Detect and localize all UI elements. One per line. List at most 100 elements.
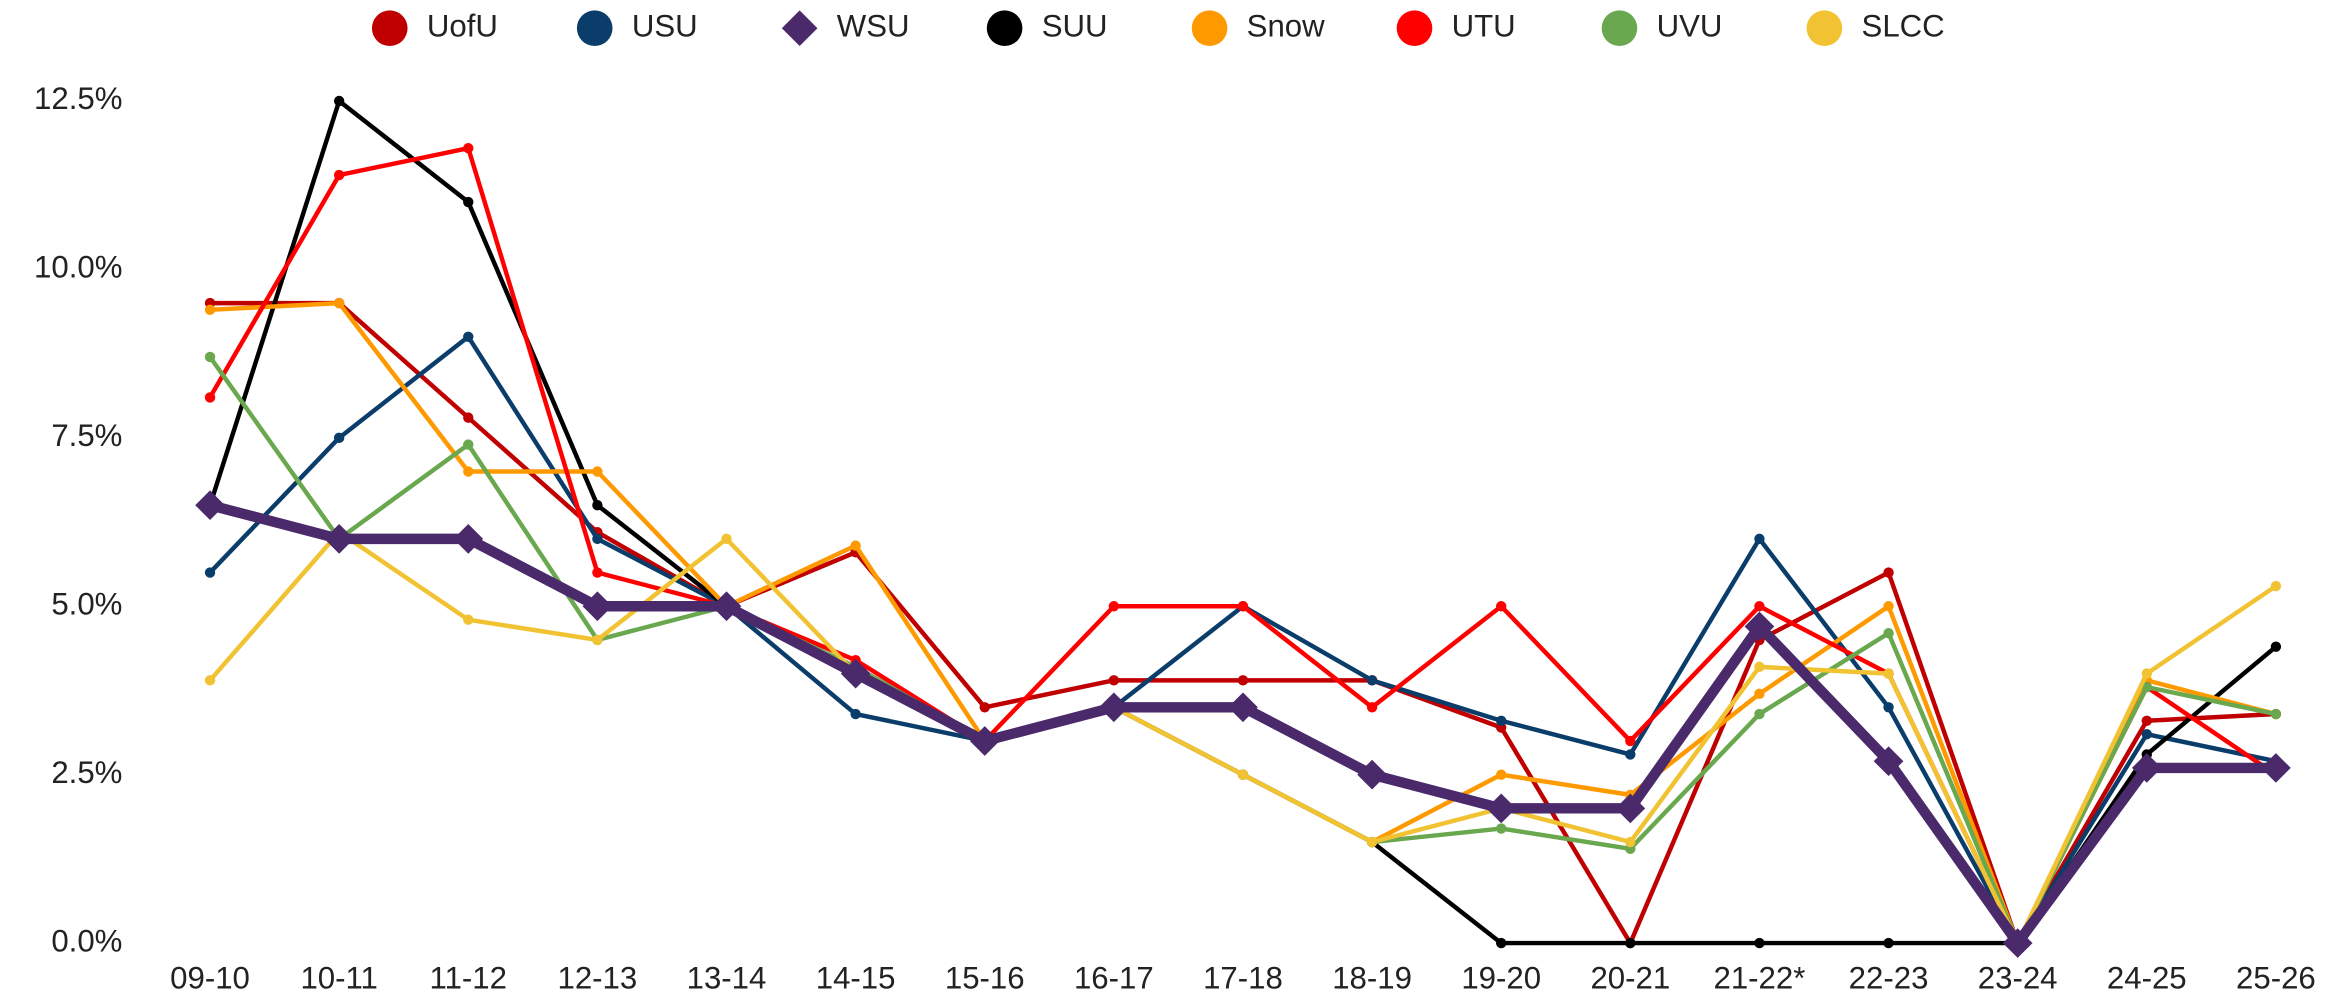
x-tick-label: 12-13 bbox=[558, 960, 638, 995]
point-marker bbox=[2141, 681, 2152, 693]
x-tick-label: 15-16 bbox=[945, 960, 1025, 995]
x-tick-label: 21-22* bbox=[1714, 960, 1806, 995]
legend-marker bbox=[1396, 10, 1433, 47]
point-marker bbox=[1754, 661, 1765, 673]
point-marker bbox=[204, 351, 216, 363]
point-marker bbox=[840, 658, 871, 689]
point-marker bbox=[1883, 937, 1894, 949]
x-tick-label: 23-24 bbox=[1978, 960, 2058, 995]
series-line bbox=[208, 334, 2277, 946]
point-marker bbox=[2261, 753, 2291, 783]
legend-marker bbox=[781, 10, 818, 47]
point-marker bbox=[592, 499, 603, 511]
legend-marker bbox=[1806, 10, 1843, 47]
point-marker bbox=[2141, 715, 2152, 726]
y-tick-label: 7.5% bbox=[51, 418, 122, 453]
plot-area bbox=[195, 95, 2291, 958]
point-marker bbox=[463, 614, 474, 625]
point-marker bbox=[1883, 702, 1894, 713]
point-marker bbox=[1625, 749, 1636, 760]
x-tick-label: 10-11 bbox=[300, 960, 377, 995]
point-marker bbox=[2131, 753, 2162, 783]
point-marker bbox=[2141, 668, 2152, 679]
legend-label: SLCC bbox=[1862, 8, 1945, 43]
point-marker bbox=[463, 331, 474, 342]
y-tick-label: 0.0% bbox=[51, 923, 122, 958]
legend-marker bbox=[1191, 10, 1228, 47]
point-marker bbox=[2002, 928, 2033, 958]
series-line bbox=[208, 529, 2278, 946]
point-marker bbox=[2270, 708, 2282, 720]
point-marker bbox=[850, 708, 861, 720]
point-marker bbox=[1366, 675, 1378, 686]
x-tick-label: 18-19 bbox=[1332, 960, 1412, 995]
point-marker bbox=[1237, 601, 1249, 612]
point-marker bbox=[592, 533, 603, 545]
point-marker bbox=[1625, 735, 1636, 747]
point-marker bbox=[1754, 708, 1765, 720]
legend-label: SUU bbox=[1042, 8, 1108, 43]
legend-marker bbox=[371, 10, 408, 47]
legend-marker bbox=[576, 10, 613, 47]
x-tick-label: 25-26 bbox=[2236, 960, 2316, 995]
x-tick-label: 11-12 bbox=[430, 960, 507, 995]
legend-marker bbox=[986, 10, 1023, 47]
point-marker bbox=[1108, 601, 1120, 612]
point-marker bbox=[2270, 580, 2282, 592]
x-tick-label: 09-10 bbox=[170, 960, 250, 995]
x-tick-label: 20-21 bbox=[1590, 960, 1670, 995]
point-marker bbox=[1873, 746, 1904, 777]
point-marker bbox=[2270, 641, 2282, 652]
series-line bbox=[208, 355, 2277, 946]
point-marker bbox=[721, 533, 732, 545]
point-marker bbox=[204, 392, 216, 403]
legend: UofU USU WSU SUU Snow UTU UVU SLCC bbox=[371, 8, 1945, 47]
point-marker bbox=[2141, 729, 2152, 740]
point-marker bbox=[1496, 937, 1507, 949]
point-marker bbox=[592, 567, 603, 578]
legend-label: UTU bbox=[1452, 8, 1516, 43]
x-tick-label: 19-20 bbox=[1461, 960, 1541, 995]
point-marker bbox=[1625, 836, 1636, 848]
legend-label: UofU bbox=[427, 8, 498, 43]
point-marker bbox=[1883, 668, 1894, 679]
point-marker bbox=[1108, 675, 1120, 686]
point-marker bbox=[1496, 601, 1507, 612]
point-marker bbox=[204, 304, 216, 316]
point-marker bbox=[1237, 675, 1249, 686]
point-marker bbox=[1496, 715, 1507, 726]
legend-label: UVU bbox=[1657, 8, 1723, 43]
x-tick-label: 14-15 bbox=[816, 960, 896, 995]
point-marker bbox=[1883, 567, 1894, 578]
point-marker bbox=[333, 169, 345, 181]
x-tick-label: 24-25 bbox=[2107, 960, 2187, 995]
point-marker bbox=[592, 634, 603, 646]
point-marker bbox=[1754, 533, 1765, 545]
point-marker bbox=[1625, 937, 1636, 949]
point-marker bbox=[850, 540, 861, 551]
point-marker bbox=[1744, 611, 1775, 642]
point-marker bbox=[333, 432, 345, 444]
series-line bbox=[208, 500, 2276, 949]
point-marker bbox=[333, 297, 345, 309]
legend-label: WSU bbox=[837, 8, 910, 43]
point-marker bbox=[1883, 601, 1894, 612]
point-marker bbox=[1496, 823, 1507, 834]
y-tick-label: 5.0% bbox=[51, 586, 122, 621]
point-marker bbox=[1754, 688, 1765, 700]
axes: 0.0% 2.5% 5.0% 7.5% 10.0% 12.5% 09-10 10-11 11-1… bbox=[34, 81, 2316, 995]
point-marker bbox=[1496, 769, 1507, 780]
y-tick-label: 12.5% bbox=[34, 81, 122, 116]
x-tick-label: 16-17 bbox=[1074, 960, 1154, 995]
point-marker bbox=[592, 466, 603, 477]
point-marker bbox=[979, 702, 990, 713]
point-marker bbox=[324, 524, 355, 554]
point-marker bbox=[463, 196, 474, 208]
point-marker bbox=[463, 466, 474, 477]
x-tick-label: 22-23 bbox=[1849, 960, 1929, 995]
point-marker bbox=[1486, 793, 1517, 824]
point-marker bbox=[582, 591, 613, 622]
point-marker bbox=[1366, 836, 1378, 848]
